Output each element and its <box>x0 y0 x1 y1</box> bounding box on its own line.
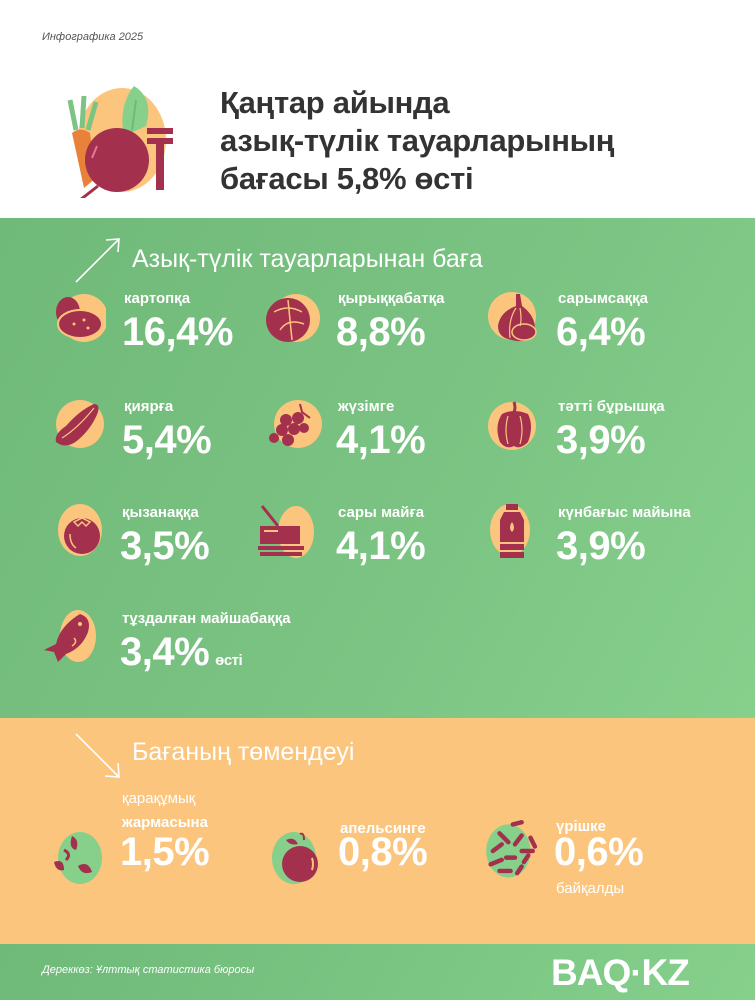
cabbage-icon <box>266 294 320 342</box>
item-label: жармасына <box>122 814 208 831</box>
oil-bottle-icon <box>490 504 530 558</box>
item-value: 1,5% <box>120 830 210 874</box>
item-value: 4,1% <box>336 418 426 462</box>
page-title: Қаңтар айында азық-түлік тауарларының ба… <box>220 84 615 198</box>
item-label: сары майға <box>338 504 425 521</box>
item-value: 0,6% <box>554 830 644 874</box>
item-label: үрішке <box>556 818 607 835</box>
infographic-tag: Инфографика 2025 <box>42 31 144 43</box>
baq-kz-logo: BAQ·KZ <box>551 952 690 993</box>
item-label-top: қарақұмық <box>122 790 196 807</box>
item-value: 5,4% <box>122 418 212 462</box>
grape-icon <box>269 400 322 448</box>
cucumber-icon <box>55 400 104 448</box>
item-value: 8,8% <box>336 310 426 354</box>
garlic-icon <box>488 292 537 342</box>
header-section: Инфографика 2025 Қаңтар айында азық-түлі… <box>0 0 755 218</box>
increase-heading: Азық-түлік тауарларынан баға <box>132 245 483 273</box>
item-value: 6,4% <box>556 310 646 354</box>
decrease-heading: Бағаның төмендеуі <box>132 738 355 766</box>
item-label: қиярға <box>124 398 174 415</box>
value-text: 3,4% <box>120 630 210 674</box>
item-value: 4,1% <box>336 524 426 568</box>
buckwheat-icon <box>54 832 102 884</box>
source-text: Дереккөз: Ұлттық статистика бюросы <box>42 964 255 976</box>
item-label: қызанаққа <box>122 504 199 521</box>
item-value: 16,4% <box>122 310 233 354</box>
item-value: 3,4% өсті <box>120 630 243 675</box>
grew-suffix: өсті <box>215 652 243 669</box>
tomato-icon <box>58 504 102 556</box>
title-line-1: Қаңтар айында <box>220 85 450 120</box>
arrow-up-icon <box>75 238 120 283</box>
observed-suffix: байқалды <box>556 880 625 897</box>
item-value: 3,9% <box>556 418 646 462</box>
item-label: тұздалған майшабаққа <box>122 610 291 627</box>
fish-icon <box>44 610 96 662</box>
arrow-down-icon <box>75 733 120 778</box>
title-line-2: азық-түлік тауарларының <box>220 123 615 158</box>
price-increase-section <box>0 218 755 718</box>
price-decrease-section <box>0 718 755 944</box>
item-label: тәтті бұрышқа <box>558 398 665 415</box>
item-label: апельсинге <box>340 820 426 837</box>
orange-fruit-icon <box>272 832 318 884</box>
item-label: сарымсаққа <box>558 290 648 307</box>
footer <box>0 944 755 1000</box>
item-value: 3,5% <box>120 524 210 568</box>
item-value: 0,8% <box>338 830 428 874</box>
item-value: 3,9% <box>556 524 646 568</box>
pepper-icon <box>488 401 536 450</box>
beet-carrot-tenge-icon <box>67 86 173 198</box>
butter-icon <box>258 505 314 558</box>
item-label: картопқа <box>124 290 191 307</box>
item-label: қырыққабатқа <box>338 290 445 307</box>
title-line-3: бағасы 5,8% өсті <box>220 161 474 196</box>
item-label: жүзімге <box>338 398 395 415</box>
rice-icon <box>486 820 538 878</box>
item-label: күнбағыс майына <box>558 504 691 521</box>
potato-icon <box>56 294 106 342</box>
